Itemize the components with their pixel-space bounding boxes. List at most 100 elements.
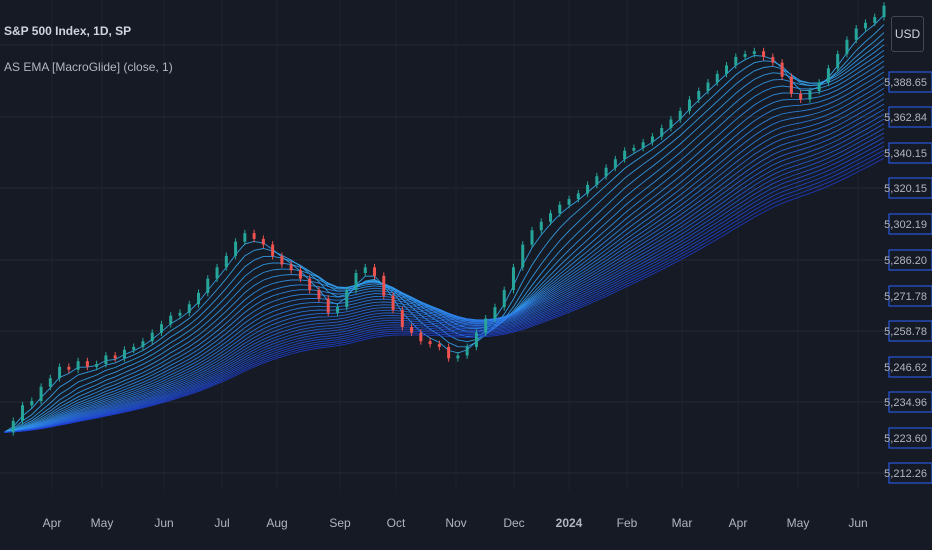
- candle-body: [419, 332, 423, 342]
- candle-body: [521, 244, 525, 268]
- ema-line: [3, 77, 885, 433]
- candle-body: [437, 344, 441, 347]
- candle-body: [660, 127, 664, 137]
- ema-line: [3, 141, 885, 433]
- ema-line: [3, 108, 885, 433]
- candle-body: [845, 39, 849, 55]
- candle-body: [826, 68, 830, 83]
- candle-body: [280, 255, 284, 265]
- ema-line: [3, 123, 885, 433]
- price-label-box: [888, 462, 932, 484]
- price-label-box: [888, 71, 932, 93]
- price-label-box: [888, 106, 932, 128]
- ema-line: [3, 82, 885, 433]
- candle-body: [382, 275, 386, 296]
- currency-button[interactable]: USD: [891, 16, 924, 52]
- ema-line: [3, 32, 885, 433]
- candle-body: [650, 136, 654, 143]
- ema-line: [3, 145, 885, 433]
- y-tick-label: 5,302.19: [884, 219, 927, 231]
- candle-body: [576, 193, 580, 200]
- candle-body: [354, 273, 358, 291]
- candle-body: [21, 405, 25, 421]
- x-tick-label: Jun: [848, 516, 867, 530]
- ema-line: [3, 157, 885, 433]
- x-tick-label: Aug: [266, 516, 287, 530]
- y-tick-label: 5,258.78: [884, 326, 927, 338]
- candle-body: [752, 51, 756, 55]
- candle-body: [549, 213, 553, 222]
- ema-line: [3, 71, 885, 433]
- candle-body: [687, 99, 691, 111]
- time-axis: Apr May Jun Jul Aug Sep Oct Nov Dec 2024 Feb Mar Apr…: [0, 490, 932, 550]
- ema-line: [3, 44, 885, 433]
- candle-body: [863, 22, 867, 29]
- y-tick-label: 5,340.15: [884, 148, 927, 160]
- candle-body: [502, 290, 506, 308]
- x-tick-label: Apr: [729, 516, 748, 530]
- candle-body: [400, 309, 404, 328]
- y-tick-label: 5,362.84: [884, 112, 927, 124]
- y-tick-label: 5,212.26: [884, 468, 927, 480]
- ema-line: [3, 132, 885, 433]
- ema-line: [3, 118, 885, 433]
- candle-body: [428, 341, 432, 345]
- price-label-box: [888, 213, 932, 235]
- candle-body: [706, 82, 710, 91]
- candle-body: [484, 318, 488, 333]
- ema-ribbon: [3, 14, 885, 433]
- candle-body: [169, 315, 173, 325]
- y-tick-label: 5,286.20: [884, 255, 927, 267]
- candle-body: [67, 366, 71, 370]
- candle-body: [873, 17, 877, 23]
- candle-body: [447, 346, 451, 359]
- candle-body: [817, 82, 821, 91]
- y-tick-label: 5,320.15: [884, 183, 927, 195]
- candle-body: [697, 91, 701, 100]
- x-tick-label: Nov: [445, 516, 466, 530]
- x-tick-label: 2024: [556, 516, 583, 530]
- candle-body: [604, 167, 608, 177]
- candle-body: [539, 221, 543, 231]
- candle-body: [335, 307, 339, 313]
- candle-body: [261, 238, 265, 245]
- candle-body: [113, 355, 117, 359]
- y-tick-label: 5,234.96: [884, 397, 927, 409]
- candle-body: [122, 349, 126, 359]
- candle-body: [308, 278, 312, 291]
- x-tick-label: Mar: [672, 516, 693, 530]
- x-tick-label: Jul: [214, 516, 229, 530]
- candle-body: [530, 230, 534, 245]
- x-tick-label: Jun: [154, 516, 173, 530]
- x-tick-label: Apr: [43, 516, 62, 530]
- candle-body: [39, 386, 43, 401]
- ema-line: [3, 98, 885, 433]
- y-tick-label: 5,271.78: [884, 291, 927, 303]
- ema-line: [3, 55, 885, 433]
- y-tick-label: 5,223.60: [884, 433, 927, 445]
- candle-body: [345, 290, 349, 308]
- candle-body: [632, 147, 636, 151]
- candle-body: [595, 176, 599, 185]
- candle-body: [780, 62, 784, 77]
- ema-line: [3, 87, 885, 433]
- price-label-box: [888, 320, 932, 342]
- candle-body: [58, 366, 62, 379]
- candle-body: [725, 65, 729, 74]
- candle-body: [271, 244, 275, 256]
- candle-body: [243, 233, 247, 242]
- ema-line: [3, 14, 885, 433]
- candle-body: [391, 295, 395, 310]
- price-label-box: [888, 142, 932, 164]
- price-label-box: [888, 285, 932, 307]
- ema-line: [3, 113, 885, 433]
- candle-body: [95, 364, 99, 367]
- candle-body: [197, 292, 201, 305]
- candle-body: [558, 204, 562, 214]
- candle-body: [836, 54, 840, 69]
- candle-body: [363, 267, 367, 273]
- time-axis-bg: [0, 490, 932, 550]
- candle-body: [456, 355, 460, 359]
- candle-body: [252, 233, 256, 239]
- candle-body: [567, 199, 571, 205]
